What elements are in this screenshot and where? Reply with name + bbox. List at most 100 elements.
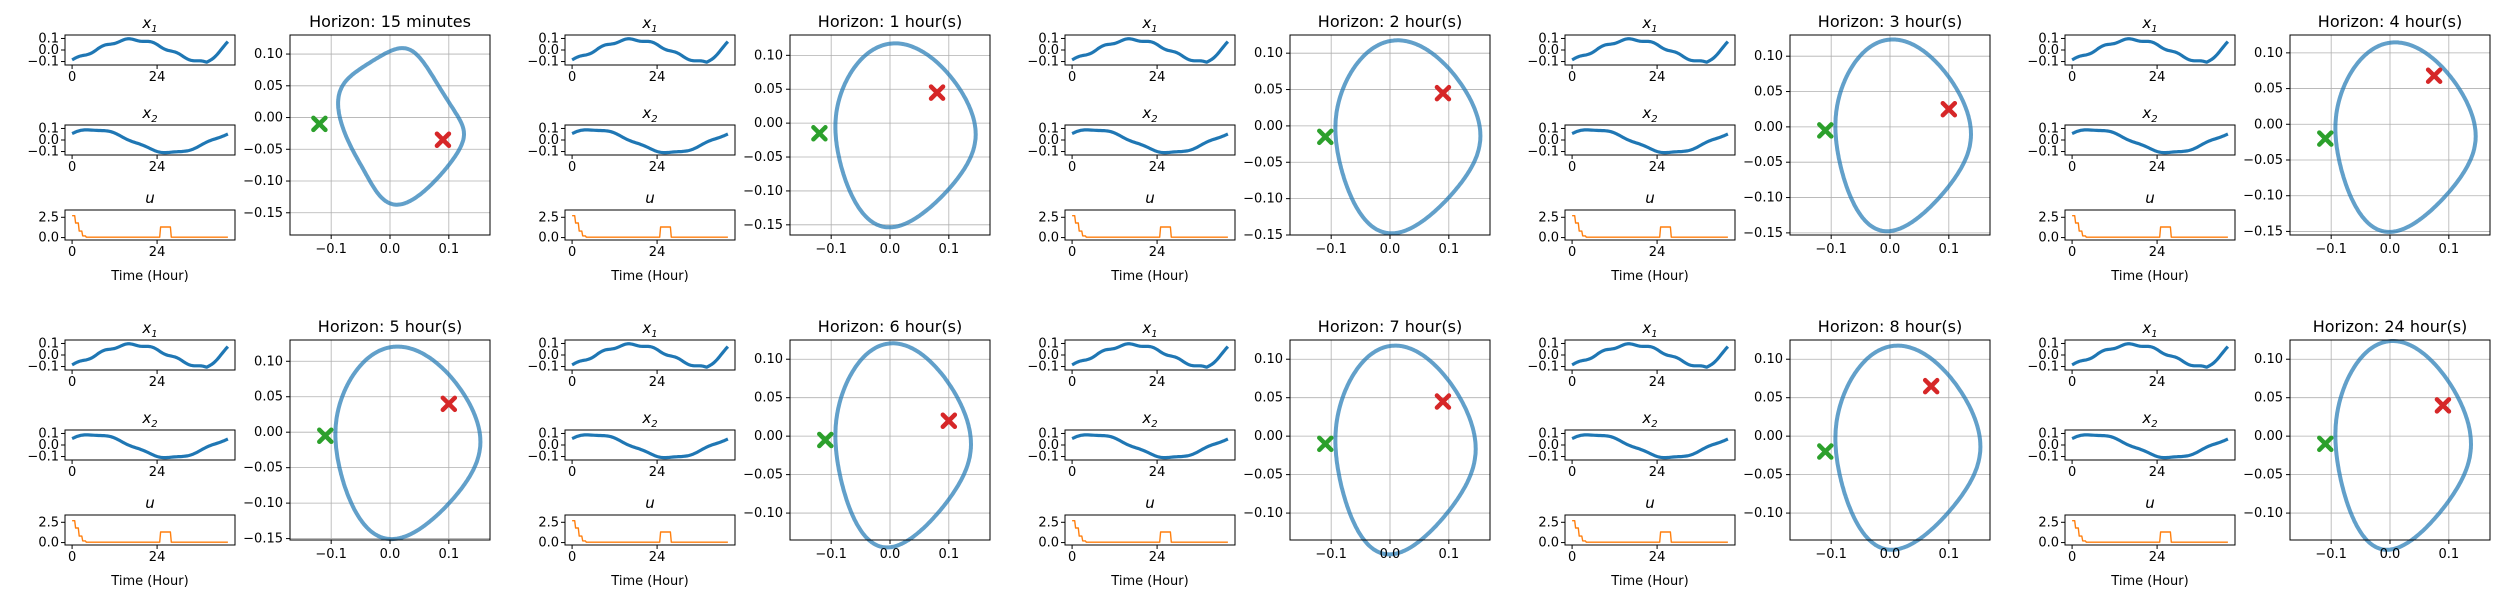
x1-panel-title: x1 [641, 319, 657, 340]
phase-title: Horizon: 24 hour(s) [2313, 317, 2468, 336]
y-tick-label: 0.10 [2254, 352, 2283, 367]
x-tick-label: 24 [1149, 550, 1166, 565]
y-tick-label: 0.0 [38, 348, 59, 363]
x-tick-label: −0.1 [315, 242, 347, 257]
y-tick-label: −0.05 [743, 468, 783, 483]
start-marker [1817, 443, 1834, 460]
x-tick-label: 0 [568, 245, 576, 260]
y-tick-label: 0.0 [538, 348, 559, 363]
u-panel-9: u 0 24 2.5 0.0 [2038, 494, 2236, 565]
u-line [1072, 214, 1228, 238]
x-tick-label: 0 [1568, 465, 1576, 480]
x-tick-label: 0 [1068, 70, 1076, 85]
y-tick-label: 0.0 [1538, 43, 1559, 58]
end-marker [1434, 84, 1452, 102]
y-tick-label: 0.1 [2038, 121, 2059, 136]
x-tick-label: −0.1 [1315, 547, 1347, 562]
start-marker [1817, 122, 1834, 139]
start-marker [1317, 435, 1334, 453]
y-tick-label: 2.5 [38, 515, 59, 530]
y-tick-label: 0.1 [538, 121, 559, 136]
x2-panel-title: x2 [2141, 104, 2157, 125]
x-tick-label: 0.0 [880, 242, 901, 257]
x-tick-label: 24 [149, 550, 166, 565]
x2-line [1071, 128, 1229, 155]
y-tick-label: −0.05 [2243, 468, 2283, 483]
x-tick-label: 0.1 [938, 547, 959, 562]
y-tick-label: 0.1 [1538, 336, 1559, 351]
y-tick-label: 0.00 [1254, 119, 1283, 134]
y-tick-label: −0.10 [2243, 506, 2283, 521]
x-tick-label: 0.1 [1938, 547, 1959, 562]
y-tick-label: 0.0 [538, 43, 559, 58]
y-tick-label: 0.10 [1754, 352, 1783, 367]
phase-plot-5: −0.1 0.0 0.1 0.10 0.05 0.00 −0.05 −0.10 −0.15 Hor… [2243, 12, 2491, 257]
phase-title: Horizon: 5 hour(s) [318, 317, 462, 336]
x2-panel-7: x2 0 24 0.10.0−0.1 [1027, 409, 1236, 480]
x-tick-label: 24 [2149, 245, 2166, 260]
x1-panel-title: x1 [641, 14, 657, 35]
u-panel-5: u 0 24 2.5 0.0 [38, 494, 236, 565]
phase-plot-10: −0.1 0.0 0.1 0.10 0.05 0.00 −0.05 −0.10 Horizon:… [2243, 317, 2491, 562]
x1-line [1071, 37, 1230, 64]
start-marker [2317, 130, 2334, 147]
start-marker [311, 115, 328, 133]
end-marker [1434, 393, 1452, 410]
u-frame [2064, 514, 2236, 546]
y-tick-label: −0.05 [1743, 155, 1783, 170]
phase-title: Horizon: 7 hour(s) [1318, 317, 1462, 336]
y-tick-label: 0.0 [538, 438, 559, 453]
x2-line [571, 128, 729, 155]
u-line [2072, 214, 2228, 238]
y-tick-label: −0.1 [1527, 145, 1559, 160]
x2-line [571, 433, 729, 460]
y-tick-label: 0.0 [538, 536, 559, 551]
end-marker [1922, 377, 1940, 395]
x-tick-label: 0 [1068, 375, 1076, 390]
x-tick-label: 24 [1149, 465, 1166, 480]
x-tick-label: 24 [149, 465, 166, 480]
u-panel-title: u [1145, 494, 1155, 512]
x2-panel-title: x2 [141, 104, 157, 125]
x-tick-label: 0 [68, 245, 76, 260]
phase-trajectory [2333, 339, 2473, 552]
y-tick-label: 0.0 [1038, 438, 1059, 453]
x-tick-label: 0 [568, 160, 576, 175]
x2-line [1571, 128, 1729, 155]
phase-plot-1: −0.1 0.0 0.1 0.10 0.05 0.00 −0.05 −0.10 −0.15 Hor… [243, 12, 491, 257]
x1-panel-8: x1 0 24 0.10.0−0.1 [1527, 319, 1736, 390]
phase-title: Horizon: 2 hour(s) [1318, 12, 1462, 31]
x1-panel-1: x1 0 24 0.10.0−0.1 [527, 14, 736, 85]
y-tick-label: 0.05 [2254, 391, 2283, 406]
x1-panel-6: x1 0 24 0.10.0−0.1 [527, 319, 736, 390]
phase-title: Horizon: 4 hour(s) [2318, 12, 2462, 31]
x2-panel-1: x2 0 24 0.10.0−0.1 [527, 104, 736, 175]
u-panel-title: u [1645, 189, 1655, 207]
x-tick-label: 24 [649, 245, 666, 260]
x-tick-label: 24 [149, 375, 166, 390]
x2-panel-title: x2 [1141, 104, 1157, 125]
y-tick-label: −0.10 [1743, 506, 1783, 521]
x-tick-label: 24 [149, 70, 166, 85]
time-axis-label: Time (Hour) [110, 269, 188, 284]
y-tick-label: 0.10 [254, 47, 283, 62]
y-tick-label: −0.10 [243, 496, 283, 511]
x-tick-label: 0.0 [380, 547, 401, 562]
u-line [1072, 520, 1228, 543]
y-tick-label: 0.0 [1538, 438, 1559, 453]
y-tick-label: 0.00 [1254, 429, 1283, 444]
phase-trajectory [336, 46, 466, 207]
phase-title: Horizon: 8 hour(s) [1818, 317, 1962, 336]
phase-plot-8: −0.1 0.0 0.1 0.10 0.05 0.00 −0.05 −0.10 Horizon:… [1243, 317, 1491, 562]
x-tick-label: 24 [1649, 160, 1666, 175]
u-panel-title: u [645, 494, 655, 512]
u-panel-2: u 0 24 2.5 0.0 [1038, 189, 1236, 260]
time-axis-label: Time (Hour) [610, 574, 688, 589]
y-tick-label: 0.1 [1038, 426, 1059, 441]
y-tick-label: 0.0 [1038, 536, 1059, 551]
x1-panel-7: x1 0 24 0.10.0−0.1 [1027, 319, 1236, 390]
u-frame [1564, 514, 1736, 546]
x2-panel-8: x2 0 24 0.10.0−0.1 [1527, 409, 1736, 480]
y-tick-label: 2.5 [1538, 210, 1559, 225]
